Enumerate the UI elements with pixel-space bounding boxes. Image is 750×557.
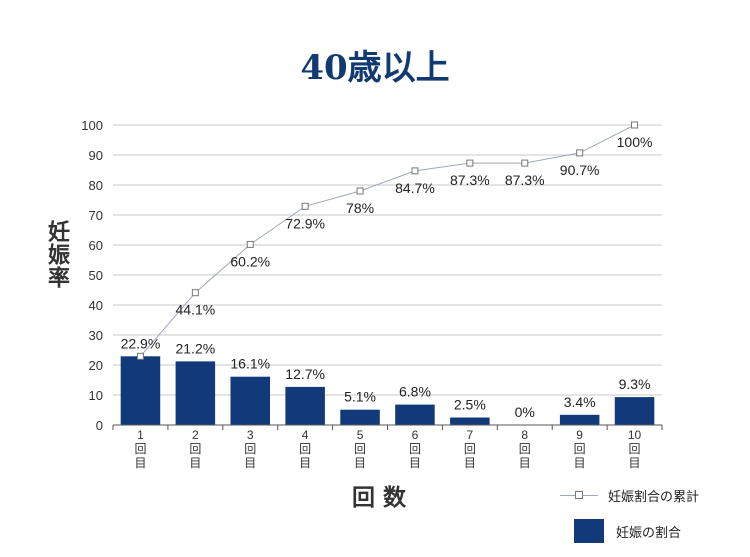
y-tick-label: 50 [89, 268, 103, 283]
bar-data-label: 12.7% [285, 366, 325, 382]
x-tick-suffix: 回 [629, 442, 641, 456]
line-marker [301, 202, 309, 210]
line-marker [576, 149, 584, 157]
line-data-label: 87.3% [505, 172, 545, 188]
x-tick-suffix: 回 [299, 442, 311, 456]
bar-data-label: 0% [515, 404, 535, 420]
x-tick-suffix: 目 [244, 456, 256, 470]
y-tick-label: 0 [96, 418, 103, 433]
axes [112, 424, 663, 430]
y-tick-label: 70 [89, 208, 103, 223]
line-marker [466, 159, 474, 167]
x-tick-number: 8 [521, 428, 528, 442]
chart-title: 40歳以上 [300, 48, 450, 88]
grid-lines [113, 124, 662, 396]
x-tick-suffix: 目 [354, 456, 366, 470]
y-tick-label: 40 [89, 298, 103, 313]
x-tick-number: 2 [192, 428, 199, 442]
x-tick-suffix: 目 [299, 456, 311, 470]
line-marker [136, 352, 144, 360]
bar [120, 356, 161, 425]
x-tick-suffix: 回 [409, 442, 421, 456]
line-data-label: 72.9% [285, 215, 325, 231]
y-tick-label: 60 [89, 238, 103, 253]
bar-data-label: 5.1% [344, 389, 376, 405]
legend-item-cumulative: 妊娠割合の累計 [560, 485, 699, 505]
cumulative-line [140, 124, 635, 357]
data-labels: 44.1% 60.2% 72.9% 78% 84.7% 87.3% 87.3% 90.7% 10… [121, 134, 653, 420]
bar [175, 361, 216, 425]
legend-bar-symbol [574, 519, 604, 543]
bar [230, 376, 271, 425]
line-data-label: 87.3% [450, 172, 490, 188]
x-tick-suffix: 回 [189, 442, 201, 456]
x-tick-suffix: 回 [574, 442, 586, 456]
x-tick-number: 5 [357, 428, 364, 442]
bar-data-label: 6.8% [399, 384, 431, 400]
x-tick-suffix: 目 [574, 456, 586, 470]
x-tick-number: 6 [412, 428, 419, 442]
legend-label-rate: 妊娠の割合 [616, 525, 682, 541]
line-data-label: 60.2% [230, 253, 270, 269]
x-tick-suffix: 回 [354, 442, 366, 456]
line-data-label: 78% [346, 200, 374, 216]
line-marker [521, 159, 529, 167]
line-data-label: 90.7% [560, 162, 600, 178]
line-data-label: 100% [617, 134, 653, 150]
legend: 妊娠割合の累計 妊娠の割合 [560, 485, 699, 557]
x-axis-label: 回数 [352, 485, 414, 511]
y-tick-label: 30 [89, 328, 103, 343]
x-tick-suffix: 回 [244, 442, 256, 456]
x-tick-suffix: 目 [629, 456, 641, 470]
bar-data-label: 2.5% [454, 397, 486, 413]
x-tick-suffix: 回 [464, 442, 476, 456]
bar-data-label: 3.4% [564, 394, 596, 410]
x-tick-suffix: 回 [519, 442, 531, 456]
line-marker [411, 167, 419, 175]
x-tick-suffix: 回 [134, 442, 146, 456]
bar [395, 404, 435, 425]
x-tick-suffix: 目 [464, 456, 476, 470]
y-axis-label-text: 妊娠率 [44, 220, 69, 289]
cumulative-line-series [136, 121, 639, 360]
line-marker [356, 187, 364, 195]
x-tick-number: 10 [628, 428, 642, 442]
line-data-label: 84.7% [395, 180, 435, 196]
legend-line-symbol [560, 485, 598, 505]
line-marker [631, 121, 639, 129]
bar-data-label: 22.9% [121, 335, 161, 351]
y-tick-label: 10 [89, 388, 103, 403]
line-marker [191, 289, 199, 297]
bar-data-label: 21.2% [175, 340, 215, 356]
x-tick-number: 9 [576, 428, 583, 442]
x-tick-number: 1 [137, 428, 144, 442]
y-tick-label: 80 [89, 178, 103, 193]
x-tick-suffix: 目 [134, 456, 146, 470]
y-tick-label: 20 [89, 358, 103, 373]
x-tick-number: 7 [467, 428, 474, 442]
x-tick-number: 4 [302, 428, 309, 442]
bar [450, 417, 490, 425]
y-tick-label: 90 [89, 148, 103, 163]
x-tick-number: 3 [247, 428, 254, 442]
x-tick-suffix: 目 [519, 456, 531, 470]
bar-series [120, 356, 655, 425]
legend-label-cumulative: 妊娠割合の累計 [608, 489, 700, 505]
bar [559, 414, 600, 425]
x-tick-suffix: 目 [409, 456, 421, 470]
bar [285, 386, 325, 425]
line-data-label: 44.1% [175, 302, 215, 318]
bar-data-label: 9.3% [619, 376, 651, 392]
x-tick-suffix: 目 [189, 456, 201, 470]
y-tick-label: 100 [81, 118, 103, 133]
legend-item-rate: 妊娠の割合 [560, 519, 699, 543]
bar [340, 409, 380, 425]
bar-data-label: 16.1% [230, 356, 270, 372]
y-axis-label: 妊娠率 [36, 220, 76, 297]
line-marker [246, 240, 254, 248]
bar [614, 397, 655, 425]
y-tick-labels: 0 10 20 30 40 50 60 70 80 90 100 [81, 118, 103, 433]
